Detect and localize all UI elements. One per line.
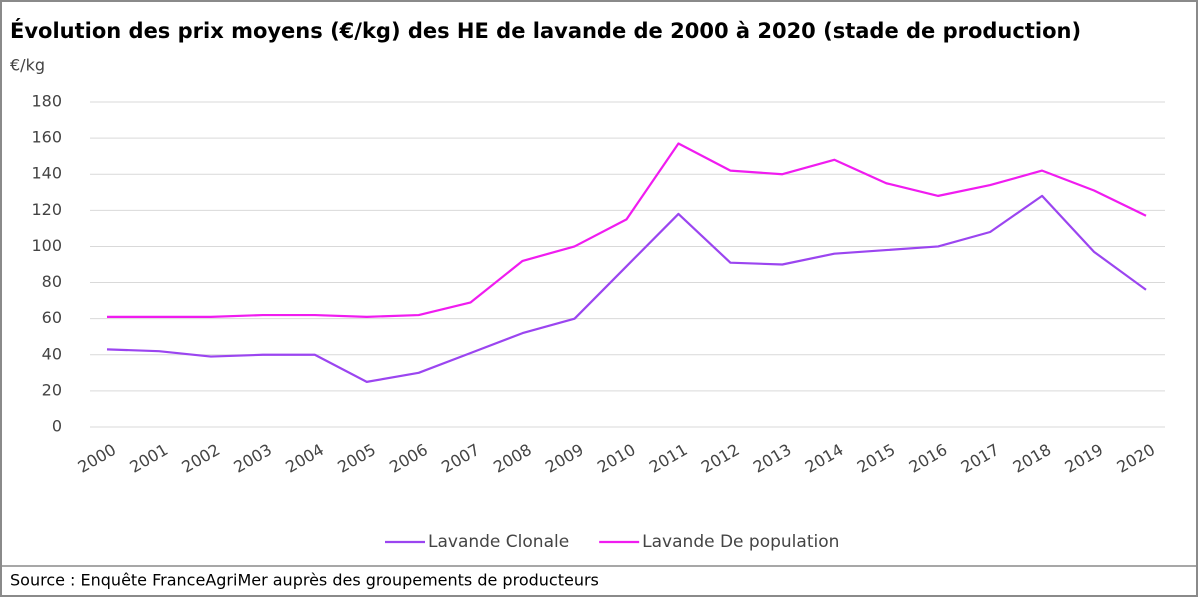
y-tick-label: 20 [42, 380, 62, 399]
y-tick-label: 100 [31, 236, 62, 255]
line-series [106, 194, 1147, 383]
legend-label: Lavande Clonale [428, 532, 569, 552]
line-series [107, 142, 1147, 318]
legend-label: Lavande De population [642, 532, 839, 552]
y-tick-label: 140 [31, 164, 62, 183]
y-axis-label: €/kg [10, 56, 45, 75]
chart-title: Évolution des prix moyens (€/kg) des HE … [10, 18, 1081, 43]
y-tick-label: 120 [31, 200, 62, 219]
y-tick-label: 160 [31, 128, 62, 147]
y-tick-label: 0 [52, 417, 62, 436]
y-tick-label: 180 [31, 92, 62, 111]
y-tick-label: 40 [42, 344, 62, 363]
source: Source : Enquête FranceAgriMer auprès de… [10, 571, 599, 590]
y-tick-label: 60 [42, 308, 62, 327]
y-tick-label: 80 [42, 272, 62, 291]
